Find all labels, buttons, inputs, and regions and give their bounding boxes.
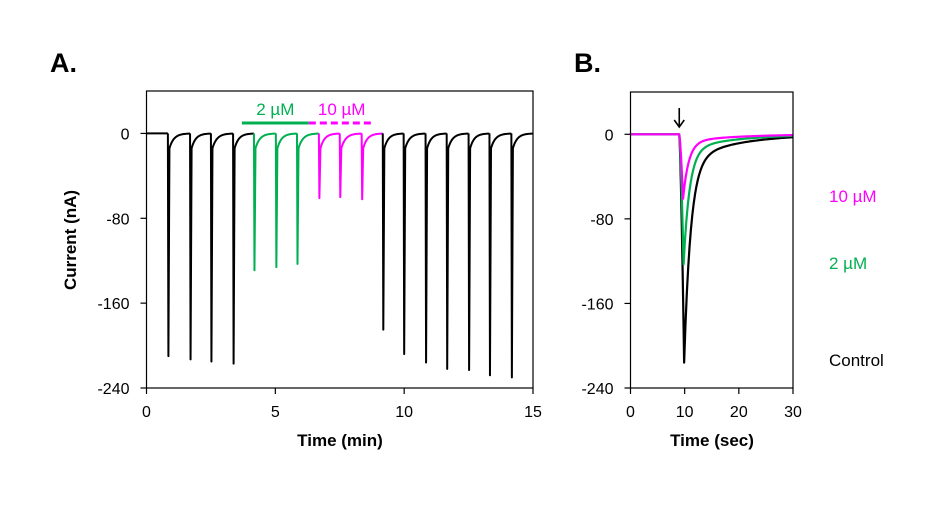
panel-b-plot-frame	[629, 91, 794, 389]
panel-a-peak-point	[489, 374, 491, 377]
panel-b-y-axis: 0 -80 -160 -240	[581, 127, 631, 398]
panel-a-plot-frame	[145, 90, 534, 389]
panel-a-x-axis: 0 5 10 15	[142, 388, 542, 421]
panel-b-trace-10uM	[630, 133, 794, 200]
panel-b-x-axis: 0 10 20 30	[626, 388, 802, 421]
panel-a-drug-bars: 2 µM 10 µM	[241, 100, 375, 125]
panel-a-pulse-trace-control	[510, 132, 534, 379]
panel-a-peak-point	[253, 269, 256, 272]
panel-b: B. 0 -80 -160 -240 0 10 20 30 Time (sec) 10 µM…	[574, 48, 884, 450]
panel-b-y-tick-label: -240	[581, 381, 613, 398]
panel-a-label: A.	[50, 48, 77, 78]
panel-a-peak-point	[511, 376, 513, 379]
panel-a-pulse-trace-control	[232, 132, 255, 365]
panel-a-pulse-trace-control	[467, 132, 490, 371]
panel-a-y-axis-title: Current (nA)	[61, 190, 80, 290]
drug-bar-label-10uM: 10 µM	[318, 100, 366, 119]
panel-a-y-tick-label: -240	[97, 381, 129, 398]
panel-a-peak-point	[210, 360, 213, 363]
panel-b-x-axis-title: Time (sec)	[670, 431, 754, 450]
panel-a-pulse-trace-10uM	[360, 132, 384, 201]
panel-a-peak-point	[189, 358, 192, 361]
legend-label-10uM: 10 µM	[829, 187, 877, 206]
drug-bar-label-2uM: 2 µM	[256, 100, 294, 119]
panel-a-y-tick-label: -160	[97, 296, 129, 313]
panel-a-peak-point	[339, 196, 342, 198]
panel-a-x-tick-label: 0	[142, 404, 151, 421]
panel-b-y-tick-label: -80	[590, 212, 613, 229]
panel-a-peak-point	[425, 361, 427, 364]
panel-b-legend: 10 µM 2 µM Control	[829, 187, 884, 370]
panel-a-pulse-trace-2uM	[252, 132, 277, 272]
panel-b-y-tick-label: -160	[581, 296, 613, 313]
panel-a-pulse-trace-control	[488, 132, 512, 377]
panel-a-pulse-trace-control	[381, 132, 405, 331]
panel-a-y-axis: 0 -80 -160 -240	[97, 126, 147, 398]
panel-a-pulse-trace-control	[424, 132, 448, 364]
panel-a-peak-point	[446, 368, 448, 370]
panel-a-x-tick-label: 10	[395, 404, 413, 421]
panel-a-peak-point	[403, 353, 405, 355]
panel-a-pulse-trace-10uM	[338, 132, 362, 199]
stimulus-arrow-icon	[673, 108, 685, 129]
panel-a-pulse-trace-control	[209, 132, 234, 363]
panel-a-traces	[146, 132, 534, 379]
panel-b-traces	[630, 133, 794, 364]
legend-label-control: Control	[829, 351, 884, 370]
panel-a-peak-point	[361, 198, 363, 200]
panel-a-pulse-trace-10uM	[317, 132, 341, 200]
panel-a-x-tick-label: 5	[271, 404, 280, 421]
panel-b-trace-control	[630, 133, 794, 364]
panel-a-peak-point	[318, 197, 321, 199]
panel-a-y-tick-label: 0	[121, 126, 130, 143]
panel-a-peak-point	[275, 266, 278, 268]
panel-a-x-tick-label: 15	[524, 404, 542, 421]
panel-a-pulse-trace-control	[445, 132, 469, 370]
panel-a-pulse-trace-control	[166, 132, 191, 358]
panel-a-y-tick-label: -80	[106, 211, 129, 228]
panel-b-x-tick-label: 20	[730, 404, 748, 421]
panel-b-x-tick-label: 30	[784, 404, 802, 421]
panel-b-label: B.	[574, 48, 601, 78]
panel-b-y-tick-label: 0	[605, 127, 614, 144]
panel-a-pulse-trace-2uM	[274, 132, 298, 269]
panel-a-peak-point	[232, 362, 235, 365]
panel-a-x-axis-title: Time (min)	[297, 431, 383, 450]
arrow-head	[673, 119, 685, 129]
panel-a-peak-point	[167, 355, 170, 357]
panel-a-peak-point	[382, 328, 385, 331]
panel-b-x-tick-label: 0	[626, 404, 635, 421]
panel-a-peak-point	[468, 369, 470, 371]
panel-a-peak-point	[296, 263, 299, 265]
panel-a-pulse-trace-2uM	[295, 132, 320, 265]
panel-a: A. 2 µM 10 µM 0 -80 -160 -240 0 5 10 15 Time (m…	[50, 48, 542, 450]
panel-b-trace-2uM	[630, 133, 794, 266]
panel-a-pulse-trace-control	[189, 132, 212, 361]
panel-b-x-tick-label: 10	[676, 404, 694, 421]
legend-label-2uM: 2 µM	[829, 254, 867, 273]
panel-a-pulse-trace-control	[402, 132, 426, 356]
